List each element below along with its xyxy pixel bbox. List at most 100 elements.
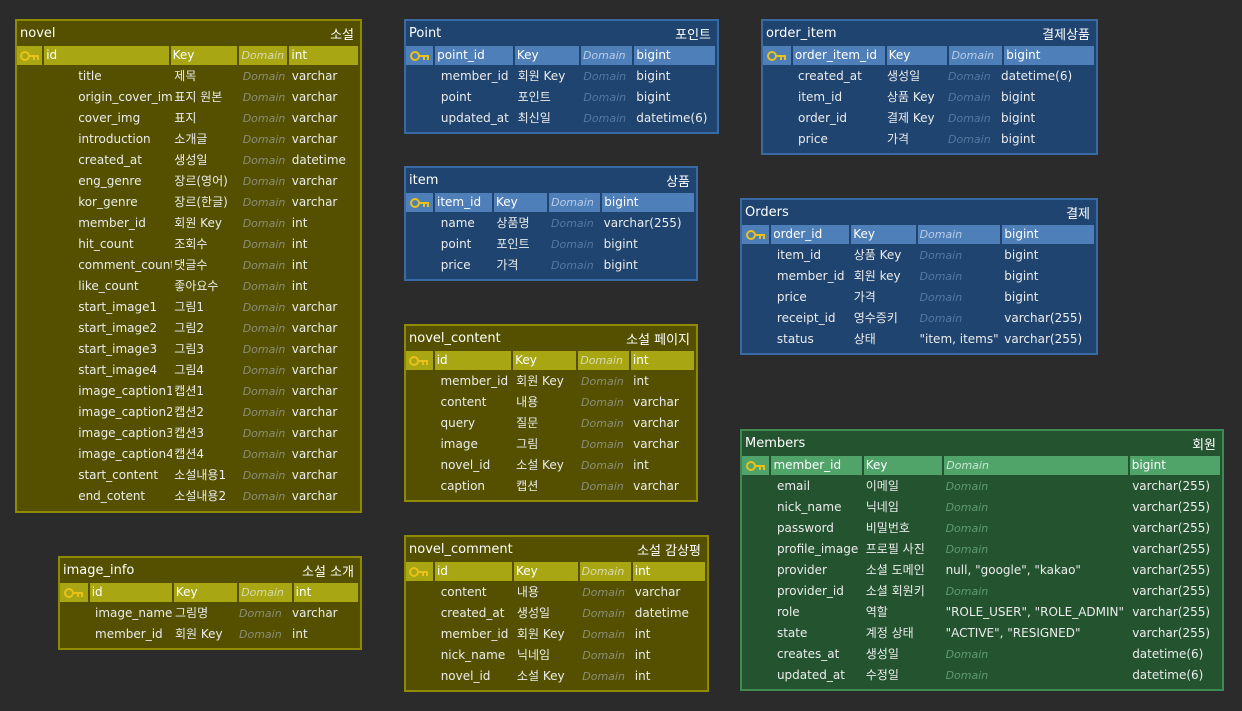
table-novel_content[interactable]: novel_content 소설 페이지 id Key Domain int member_… — [404, 324, 698, 502]
row-spacer — [17, 88, 43, 107]
column-type: int — [291, 216, 308, 230]
column-row[interactable]: image_name 그림명 Domain varchar — [60, 603, 360, 624]
column-row[interactable]: email 이메일 Domain varchar(255) — [742, 476, 1222, 497]
column-row[interactable]: created_at 생성일 Domain datetime — [406, 603, 707, 624]
column-row[interactable]: created_at 생성일 Domain datetime(6) — [763, 66, 1096, 87]
table-novel[interactable]: novel 소설 id Key Domain int title 제목 Domain varcha… — [15, 19, 362, 513]
column-row[interactable]: introduction 소개글 Domain varchar — [17, 129, 360, 150]
primary-key-row[interactable]: point_id Key Domain bigint — [406, 45, 717, 66]
column-row[interactable]: item_id 상품 Key Domain bigint — [763, 87, 1096, 108]
table-members[interactable]: Members 회원 member_id Key Domain bigint email 이메… — [740, 429, 1224, 691]
column-row[interactable]: point 포인트 Domain bigint — [406, 87, 717, 108]
row-spacer — [406, 604, 434, 623]
column-row[interactable]: comment_count 댓글수 Domain int — [17, 255, 360, 276]
column-row[interactable]: novel_id 소설 Key Domain int — [406, 666, 707, 687]
column-row[interactable]: caption 캡션 Domain varchar — [406, 476, 696, 497]
column-type: varchar(255) — [1132, 626, 1211, 640]
column-row[interactable]: kor_genre 장르(한글) Domain varchar — [17, 192, 360, 213]
primary-key-row[interactable]: id Key Domain int — [406, 350, 696, 371]
column-row[interactable]: member_id 회원 Key Domain int — [406, 624, 707, 645]
column-row[interactable]: state 계정 상태 "ACTIVE", "RESIGNED" varchar(25… — [742, 623, 1222, 644]
column-row[interactable]: updated_at 최신일 Domain datetime(6) — [406, 108, 717, 129]
primary-key-row[interactable]: id Key Domain int — [406, 561, 707, 582]
primary-key-row[interactable]: id Key Domain int — [60, 582, 360, 603]
column-name: item_id — [435, 193, 492, 212]
column-row[interactable]: cover_img 표지 Domain varchar — [17, 108, 360, 129]
column-row[interactable]: receipt_id 영수증키 Domain varchar(255) — [742, 308, 1096, 329]
column-row[interactable]: updated_at 수정일 Domain datetime(6) — [742, 665, 1222, 686]
column-row[interactable]: like_count 좋아요수 Domain int — [17, 276, 360, 297]
table-item[interactable]: item 상품 item_id Key Domain bigint name 상품명 Domai… — [404, 166, 698, 281]
column-row[interactable]: password 비밀번호 Domain varchar(255) — [742, 518, 1222, 539]
column-row[interactable]: member_id 회원 Key Domain bigint — [406, 66, 717, 87]
column-row[interactable]: order_id 결제 Key Domain bigint — [763, 108, 1096, 129]
column-row[interactable]: content 내용 Domain varchar — [406, 392, 696, 413]
table-orders[interactable]: Orders 결제 order_id Key Domain bigint item_id 상품… — [740, 198, 1098, 355]
column-row[interactable]: image_caption4 캡션4 Domain varchar — [17, 444, 360, 465]
column-row[interactable]: image 그림 Domain varchar — [406, 434, 696, 455]
column-row[interactable]: member_id 회원 Key Domain int — [406, 371, 696, 392]
column-row[interactable]: start_image4 그림4 Domain varchar — [17, 360, 360, 381]
primary-key-row[interactable]: id Key Domain int — [17, 45, 360, 66]
column-row[interactable]: content 내용 Domain varchar — [406, 582, 707, 603]
row-spacer — [406, 393, 434, 412]
primary-key-row[interactable]: item_id Key Domain bigint — [406, 192, 696, 213]
column-row[interactable]: end_cotent 소설내용2 Domain varchar — [17, 486, 360, 507]
column-domain: Domain — [582, 670, 625, 683]
row-spacer — [60, 604, 88, 623]
column-type: varchar — [291, 321, 338, 335]
column-row[interactable]: point 포인트 Domain bigint — [406, 234, 696, 255]
table-header: novel_content 소설 페이지 — [406, 326, 696, 350]
column-row[interactable]: member_id 회원 Key Domain int — [17, 213, 360, 234]
column-row[interactable]: image_caption2 캡션2 Domain varchar — [17, 402, 360, 423]
column-name: origin_cover_img — [78, 90, 173, 104]
column-row[interactable]: creates_at 생성일 Domain datetime(6) — [742, 644, 1222, 665]
column-domain: Domain — [948, 91, 991, 104]
row-spacer — [742, 561, 770, 580]
column-row[interactable]: status 상태 "item, items" varchar(255) — [742, 329, 1096, 350]
column-row[interactable]: price 가격 Domain bigint — [742, 287, 1096, 308]
column-row[interactable]: provider_id 소셜 회원키 Domain varchar(255) — [742, 581, 1222, 602]
column-row[interactable]: title 제목 Domain varchar — [17, 66, 360, 87]
indent-spacer — [43, 466, 76, 485]
column-row[interactable]: created_at 생성일 Domain datetime — [17, 150, 360, 171]
row-spacer — [406, 477, 434, 496]
column-name: image_caption4 — [78, 447, 173, 461]
column-row[interactable]: novel_id 소설 Key Domain int — [406, 455, 696, 476]
column-row[interactable]: eng_genre 장르(영어) Domain varchar — [17, 171, 360, 192]
column-row[interactable]: query 질문 Domain varchar — [406, 413, 696, 434]
column-row[interactable]: start_image3 그림3 Domain varchar — [17, 339, 360, 360]
column-row[interactable]: price 가격 Domain bigint — [763, 129, 1096, 150]
column-row[interactable]: hit_count 조회수 Domain int — [17, 234, 360, 255]
column-type: bigint — [603, 237, 638, 251]
column-domain: Domain — [919, 291, 963, 304]
column-row[interactable]: profile_image 프로필 사진 Domain varchar(255) — [742, 539, 1222, 560]
table-image_info[interactable]: image_info 소설 소개 id Key Domain int image_name 그… — [58, 556, 362, 650]
column-row[interactable]: price 가격 Domain bigint — [406, 255, 696, 276]
column-key: 좋아요수 — [174, 279, 219, 293]
primary-key-row[interactable]: order_id Key Domain bigint — [742, 224, 1096, 245]
column-name: point_id — [435, 46, 513, 65]
column-row[interactable]: image_caption3 캡션3 Domain varchar — [17, 423, 360, 444]
column-row[interactable]: origin_cover_img 표지 원본 Domain varchar — [17, 87, 360, 108]
column-row[interactable]: nick_name 닉네임 Domain int — [406, 645, 707, 666]
column-row[interactable]: start_image1 그림1 Domain varchar — [17, 297, 360, 318]
column-row[interactable]: start_content 소설내용1 Domain varchar — [17, 465, 360, 486]
table-order_item[interactable]: order_item 결제상품 order_item_id Key Domain bigi… — [761, 19, 1098, 155]
primary-key-row[interactable]: member_id Key Domain bigint — [742, 455, 1222, 476]
column-row[interactable]: role 역할 "ROLE_USER", "ROLE_ADMIN" varchar(2… — [742, 602, 1222, 623]
table-point[interactable]: Point 포인트 point_id Key Domain bigint member_id… — [404, 19, 719, 134]
column-row[interactable]: member_id 회원 key Domain bigint — [742, 266, 1096, 287]
column-row[interactable]: member_id 회원 Key Domain int — [60, 624, 360, 645]
column-row[interactable]: provider 소셜 도메인 null, "google", "kakao" var… — [742, 560, 1222, 581]
table-novel_comment[interactable]: novel_comment 소설 감상평 id Key Domain int content… — [404, 535, 709, 692]
primary-key-row[interactable]: order_item_id Key Domain bigint — [763, 45, 1096, 66]
column-type: varchar(255) — [1132, 500, 1211, 514]
column-row[interactable]: start_image2 그림2 Domain varchar — [17, 318, 360, 339]
column-row[interactable]: name 상품명 Domain varchar(255) — [406, 213, 696, 234]
column-row[interactable]: nick_name 닉네임 Domain varchar(255) — [742, 497, 1222, 518]
row-spacer — [742, 267, 770, 286]
table-label: 소설 감상평 — [637, 543, 701, 559]
column-row[interactable]: item_id 상품 Key Domain bigint — [742, 245, 1096, 266]
column-row[interactable]: image_caption1 캡션1 Domain varchar — [17, 381, 360, 402]
